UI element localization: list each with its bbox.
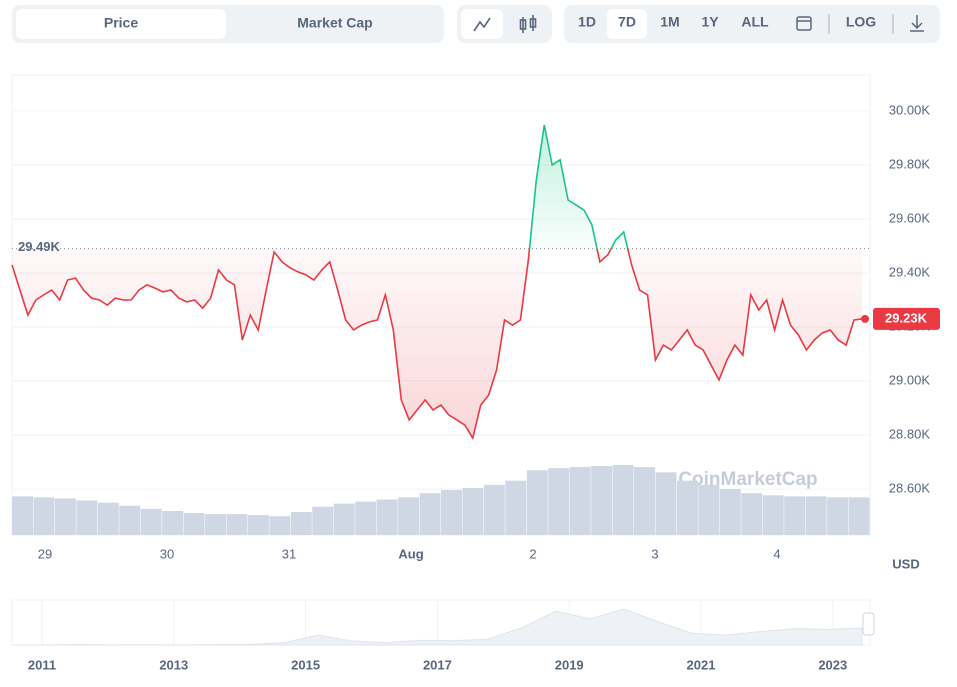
range-toolbar [564,5,940,43]
active-range [607,9,647,39]
volume-bar [97,502,119,535]
x-tick-label: 4 [773,546,780,561]
volume-bar [505,480,527,535]
volume-bar [12,496,33,535]
volume-bar [526,470,548,535]
volume-bar [119,505,141,535]
y-tick-label: 29.40K [889,264,931,279]
candle-icon[interactable] [519,15,537,33]
volume-bar [333,503,355,535]
volume-bar [247,515,269,535]
volume-bar [76,500,98,535]
price-line-down [11,248,863,441]
current-badge [873,307,940,330]
volume-bar [312,506,334,535]
volume-bar [376,499,398,535]
current-dot [861,314,869,323]
navigator-handle[interactable] [862,612,875,636]
navigator-label: 2013 [159,657,188,672]
volume-bar [419,493,441,535]
volume-bar [848,497,870,535]
navigator-area [11,608,863,646]
y-tick-label: 28.80K [889,426,931,441]
volume-bar [548,468,570,535]
volume-bar [205,514,226,535]
navigator-label: 2017 [423,657,452,672]
log-button[interactable]: LOG [846,14,876,30]
navigator-label: 2011 [28,657,56,672]
volume-bar [698,484,720,535]
range-button[interactable]: 7D [618,14,636,30]
x-tick-label: 3 [651,546,658,561]
range-button[interactable]: 1M [660,14,679,30]
range-button[interactable]: 1Y [701,14,719,30]
y-tick-label: 28.60K [889,481,931,496]
volume-bar [226,514,248,535]
navigator-label: 2019 [555,657,584,672]
volume-bar [591,466,613,535]
navigator-label: 2015 [291,657,320,672]
reference-label: 29.49K [18,239,61,254]
y-tick-label: 29.00K [889,372,931,387]
volume-bar [441,490,462,535]
x-tick-label: Aug [398,546,423,561]
volume-bar [612,465,634,535]
line-icon [473,17,491,32]
x-tick-label: 29 [38,546,52,561]
volume-bar [54,498,76,535]
y-tick-label: 29.80K [889,156,931,171]
currency-label: USD [892,556,919,571]
range-button[interactable]: 1D [578,14,596,30]
download-icon[interactable] [910,15,924,32]
tab[interactable]: Market Cap [297,15,372,31]
current-label: 29.23K [885,310,928,325]
x-tick-label: 30 [160,546,174,561]
watermark: CoinMarketCap [678,469,817,490]
volume-bar [183,513,205,535]
volume-bar [741,493,763,535]
volume-bar [140,508,162,535]
volume-bar [827,497,849,535]
navigator-label: 2021 [687,657,716,672]
volume-bar [33,497,55,535]
volume-bar [569,467,591,535]
y-tick-label: 29.60K [889,210,931,225]
volume-bar [269,516,291,535]
volume-bar [762,495,784,535]
price-area [12,124,862,439]
volume-bar [290,512,312,535]
volume-bar [805,496,827,535]
x-tick-label: 2 [529,546,536,561]
calendar-icon[interactable] [796,16,812,31]
volume-bar [483,484,505,535]
volume-bar [655,472,677,535]
volume-bar [398,497,420,535]
volume-bar [355,501,377,535]
tab[interactable]: Price [104,15,138,31]
navigator-label: 2023 [818,657,847,672]
active-tab [16,9,226,39]
volume-bar [676,480,698,535]
x-tick-label: 31 [282,546,296,561]
volume-bar [462,487,484,535]
range-button[interactable]: ALL [741,14,769,30]
volume-bar [784,496,806,535]
volume-bar [634,467,655,535]
volume-bar [162,510,184,535]
volume-bar [719,489,741,535]
y-tick-label: 30.00K [889,102,931,117]
